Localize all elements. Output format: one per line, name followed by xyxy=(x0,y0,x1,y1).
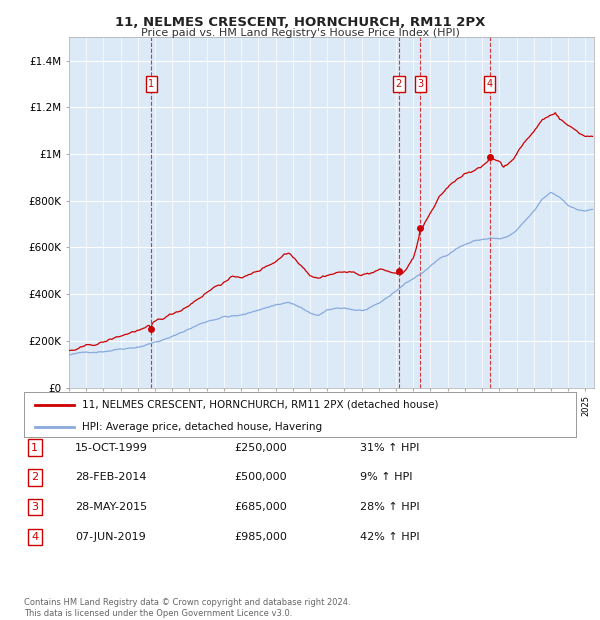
Text: 31% ↑ HPI: 31% ↑ HPI xyxy=(360,443,419,453)
Text: 42% ↑ HPI: 42% ↑ HPI xyxy=(360,532,419,542)
Text: 3: 3 xyxy=(31,502,38,512)
Text: Contains HM Land Registry data © Crown copyright and database right 2024.
This d: Contains HM Land Registry data © Crown c… xyxy=(24,598,350,618)
Text: 15-OCT-1999: 15-OCT-1999 xyxy=(75,443,148,453)
Text: 28% ↑ HPI: 28% ↑ HPI xyxy=(360,502,419,512)
Text: 4: 4 xyxy=(487,79,493,89)
Text: £250,000: £250,000 xyxy=(234,443,287,453)
Text: £985,000: £985,000 xyxy=(234,532,287,542)
Text: £500,000: £500,000 xyxy=(234,472,287,482)
Text: 1: 1 xyxy=(31,443,38,453)
Text: 4: 4 xyxy=(31,532,38,542)
Text: 2: 2 xyxy=(395,79,402,89)
Text: 11, NELMES CRESCENT, HORNCHURCH, RM11 2PX (detached house): 11, NELMES CRESCENT, HORNCHURCH, RM11 2P… xyxy=(82,399,439,410)
Text: 28-MAY-2015: 28-MAY-2015 xyxy=(75,502,147,512)
Text: HPI: Average price, detached house, Havering: HPI: Average price, detached house, Have… xyxy=(82,422,322,432)
Text: Price paid vs. HM Land Registry's House Price Index (HPI): Price paid vs. HM Land Registry's House … xyxy=(140,28,460,38)
Text: 07-JUN-2019: 07-JUN-2019 xyxy=(75,532,146,542)
Text: £685,000: £685,000 xyxy=(234,502,287,512)
Text: 2: 2 xyxy=(31,472,38,482)
Text: 3: 3 xyxy=(417,79,424,89)
Text: 28-FEB-2014: 28-FEB-2014 xyxy=(75,472,146,482)
Text: 1: 1 xyxy=(148,79,155,89)
Text: 9% ↑ HPI: 9% ↑ HPI xyxy=(360,472,413,482)
Text: 11, NELMES CRESCENT, HORNCHURCH, RM11 2PX: 11, NELMES CRESCENT, HORNCHURCH, RM11 2P… xyxy=(115,16,485,29)
